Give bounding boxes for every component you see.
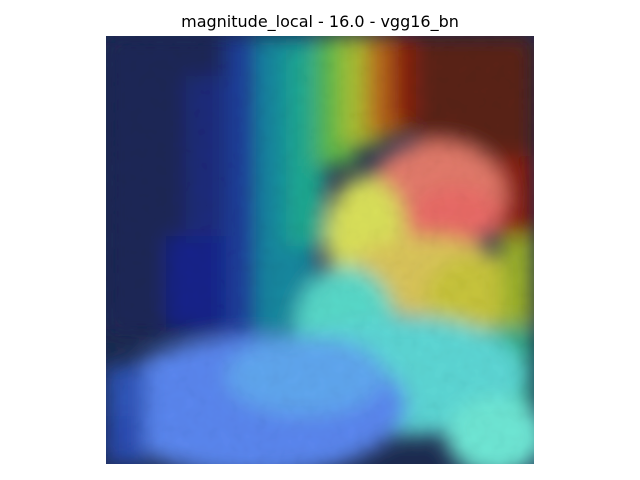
figure-title: magnitude_local - 16.0 - vgg16_bn	[181, 12, 459, 31]
attribution-heatmap-image	[106, 36, 534, 464]
heatmap-svg	[106, 36, 534, 464]
